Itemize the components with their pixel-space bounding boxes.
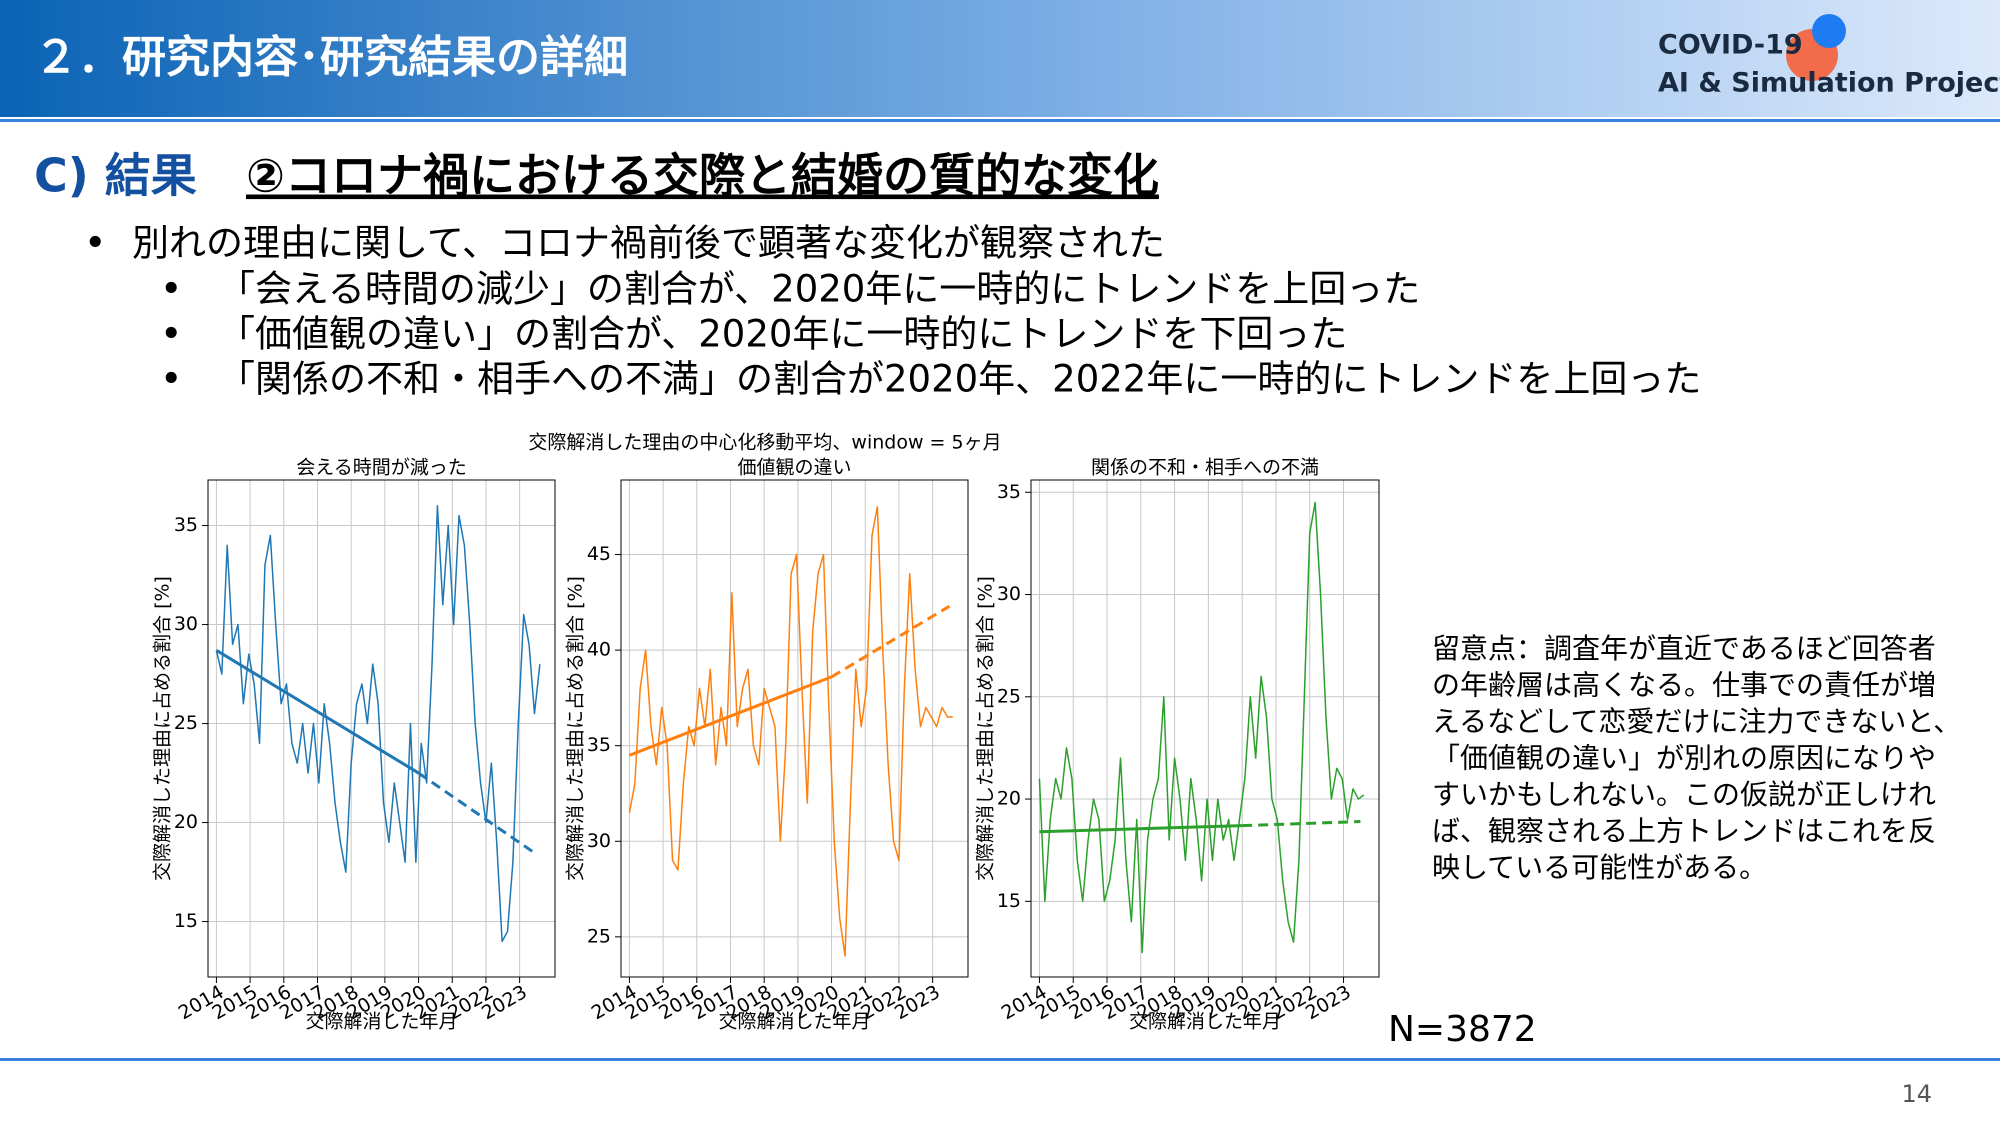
bullet: 別れの理由に関して、コロナ禍前後で顕著な変化が観察された [132, 222, 1165, 265]
data-line [628, 506, 953, 957]
trend-forecast-line [830, 604, 951, 679]
x-axis-label: 交際解消した年月 [1129, 1011, 1281, 1033]
y-tick-label: 30 [997, 583, 1021, 605]
note-line: えるなどして恋愛だけに注力できないと、 [1432, 705, 1961, 738]
y-tick-label: 35 [997, 481, 1021, 503]
y-tick-label: 25 [174, 712, 198, 734]
trend-forecast-line [1242, 820, 1361, 828]
chart-title: 会える時間が減った [296, 457, 466, 479]
y-tick-label: 15 [997, 890, 1021, 912]
y-tick-label: 25 [587, 925, 611, 947]
data-line [215, 504, 541, 943]
note-line: 「価値観の違い」が別れの原因になりや [1432, 742, 1936, 775]
section-title: ②コロナ禍における交際と結婚の質的な変化 [246, 149, 1159, 203]
page-number: 14 [1901, 1080, 1932, 1108]
figure-title: 交際解消した理由の中心化移動平均、window = 5ヶ月 [528, 432, 1001, 454]
y-tick-label: 20 [174, 811, 198, 833]
y-tick-label: 45 [587, 543, 611, 565]
axes-frame [1030, 479, 1380, 978]
y-axis-label: 交際解消した理由に占める割合 [%] [565, 576, 587, 881]
y-axis-label: 交際解消した理由に占める割合 [%] [152, 576, 174, 881]
note-line: すいかもしれない。この仮説が正しけれ [1432, 778, 1936, 811]
y-tick-label: 40 [587, 639, 611, 661]
logo-circle [1812, 14, 1846, 48]
trend-forecast-line [417, 771, 538, 856]
y-axis-label: 交際解消した理由に占める割合 [%] [975, 576, 997, 881]
x-axis-label: 交際解消した年月 [718, 1011, 870, 1033]
footer-rule [0, 1058, 2000, 1061]
x-axis-label: 交際解消した年月 [305, 1011, 457, 1033]
bullet-mark: • [160, 357, 182, 401]
bullet-mark: • [84, 221, 106, 265]
note-line: 留意点：調査年が直近であるほど回答者 [1432, 632, 1936, 665]
y-tick-label: 15 [174, 910, 198, 932]
trend-line [628, 675, 833, 757]
bullet-mark: • [160, 312, 182, 356]
y-tick-label: 30 [174, 613, 198, 635]
axes-frame [207, 479, 556, 978]
y-tick-label: 30 [587, 830, 611, 852]
y-tick-label: 25 [997, 685, 1021, 707]
bullet-mark: • [160, 267, 182, 311]
sub-bullet: 「会える時間の減少」の割合が、2020年に一時的にトレンドを上回った [218, 268, 1420, 311]
note-line: ば、観察される上方トレンドはこれを反 [1432, 815, 1936, 848]
y-tick-label: 35 [174, 514, 198, 536]
section-label: C) 結果 [34, 149, 197, 203]
note-line: の年齢層は高くなる。仕事での責任が増 [1432, 669, 1936, 702]
y-tick-label: 35 [587, 734, 611, 756]
logo-text: COVID-19 [1658, 30, 1803, 61]
chart-title: 関係の不和・相手への不満 [1091, 457, 1319, 479]
header-title: ２．研究内容･研究結果の詳細 [34, 32, 628, 83]
data-line [1038, 501, 1365, 954]
logo-text: AI & Simulation Project [1658, 68, 2000, 99]
trend-line [1039, 824, 1243, 834]
sample-size: N=3872 [1388, 1009, 1537, 1050]
sub-bullet: 「価値観の違い」の割合が、2020年に一時的にトレンドを下回った [218, 313, 1347, 356]
header-bar [0, 0, 2000, 117]
header-rule [0, 119, 2000, 122]
note-line: 映している可能性がある。 [1432, 851, 1767, 884]
axes-frame [620, 479, 969, 978]
trend-line [215, 649, 420, 775]
sub-bullet: 「関係の不和・相手への不満」の割合が2020年、2022年に一時的にトレンドを上… [218, 358, 1701, 401]
y-tick-label: 20 [997, 788, 1021, 810]
chart-title: 価値観の違い [737, 457, 851, 479]
